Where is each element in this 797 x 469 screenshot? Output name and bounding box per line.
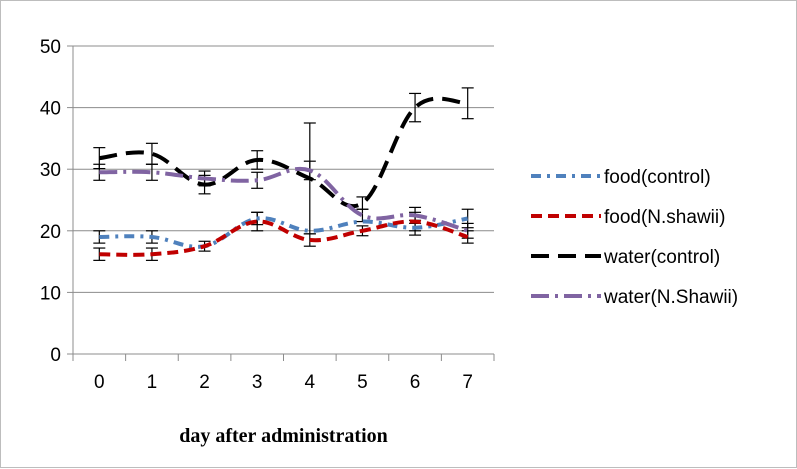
x-tick-label: 6 xyxy=(410,372,421,393)
legend: food(control) food(N.shawii) water(control… xyxy=(531,167,738,308)
legend-label: water(N.Shawii) xyxy=(603,287,738,308)
y-tick-label: 0 xyxy=(50,345,61,366)
axes xyxy=(67,45,495,361)
legend-label: food(N.shawii) xyxy=(604,207,725,228)
y-tick-label: 10 xyxy=(40,283,61,304)
x-tick-label: 4 xyxy=(305,372,316,393)
gridlines xyxy=(73,45,494,293)
y-tick-label: 40 xyxy=(40,99,61,120)
y-tick-label: 20 xyxy=(40,222,61,243)
x-tick-label: 1 xyxy=(147,372,158,393)
x-tick-label: 7 xyxy=(462,372,473,393)
series-line-3 xyxy=(99,166,469,233)
x-tick-label: 2 xyxy=(199,372,210,393)
x-tick-label: 0 xyxy=(94,372,105,393)
series-group xyxy=(93,87,474,261)
series-line-2 xyxy=(99,96,468,209)
series-line-1 xyxy=(99,219,469,257)
legend-label: food(control) xyxy=(604,167,711,188)
legend-label: water(control) xyxy=(603,247,720,268)
x-tick-label: 5 xyxy=(357,372,368,393)
y-tick-label: 30 xyxy=(40,160,61,181)
series-line-0 xyxy=(99,216,469,249)
tick-labels: 0 10 20 30 40 50 0 1 2 3 4 5 6 7 xyxy=(40,37,473,393)
x-axis-label: day after administration xyxy=(179,425,388,447)
x-tick-label: 3 xyxy=(252,372,263,393)
y-tick-label: 50 xyxy=(40,37,61,58)
